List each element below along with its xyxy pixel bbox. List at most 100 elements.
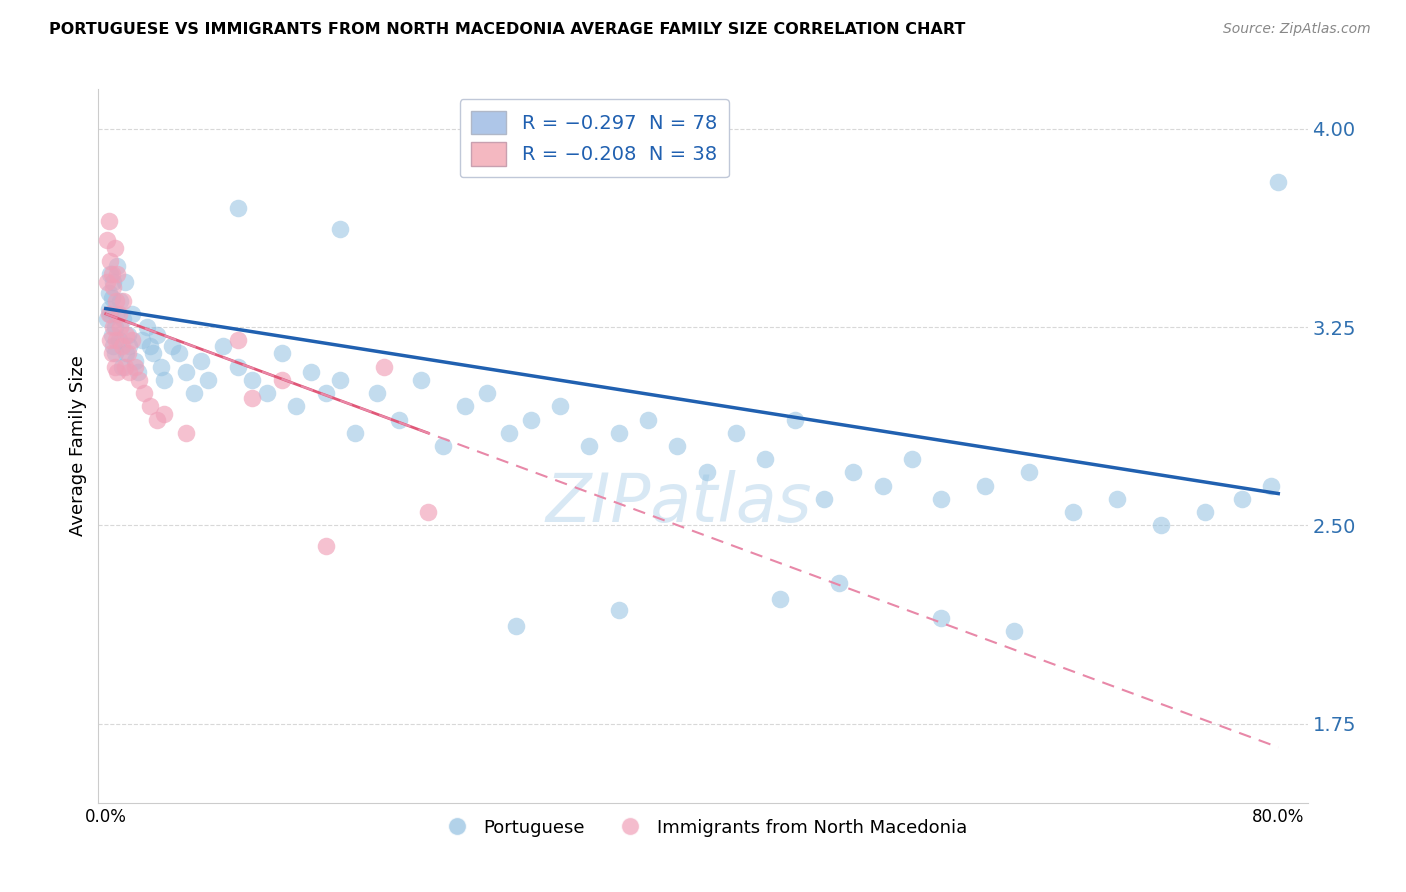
Point xyxy=(121,333,143,347)
Text: PORTUGUESE VS IMMIGRANTS FROM NORTH MACEDONIA AVERAGE FAMILY SIZE CORRELATION CH: PORTUGUESE VS IMMIGRANTS FROM NORTH MACE… xyxy=(49,22,966,37)
Point xyxy=(97,301,120,316)
Point xyxy=(505,618,527,632)
Point xyxy=(813,491,835,506)
Point xyxy=(110,320,132,334)
Point xyxy=(212,338,235,352)
Point xyxy=(97,214,120,228)
Point xyxy=(110,293,132,308)
Point xyxy=(343,425,366,440)
Point xyxy=(197,373,219,387)
Point xyxy=(131,333,153,347)
Point xyxy=(108,307,131,321)
Point xyxy=(112,293,135,308)
Point xyxy=(1018,466,1040,480)
Point xyxy=(115,346,138,360)
Point xyxy=(373,359,395,374)
Point xyxy=(124,359,146,374)
Point xyxy=(299,365,322,379)
Point xyxy=(100,267,122,281)
Point xyxy=(176,365,198,379)
Point xyxy=(100,291,122,305)
Point xyxy=(107,260,129,274)
Point xyxy=(111,359,134,374)
Point xyxy=(117,328,139,343)
Point xyxy=(240,392,263,406)
Point xyxy=(100,346,122,360)
Text: ZIP​atlas: ZIP​atlas xyxy=(546,470,813,536)
Point xyxy=(128,373,150,387)
Point xyxy=(150,359,173,374)
Point xyxy=(108,333,131,347)
Point xyxy=(1260,478,1282,492)
Point xyxy=(548,400,571,414)
Point xyxy=(974,478,997,492)
Point xyxy=(114,359,136,374)
Point xyxy=(315,540,337,554)
Point xyxy=(901,452,924,467)
Point xyxy=(127,365,149,379)
Point xyxy=(388,412,411,426)
Point xyxy=(105,333,128,347)
Point xyxy=(98,267,121,281)
Point xyxy=(121,307,143,321)
Point xyxy=(138,400,160,414)
Point xyxy=(112,312,135,326)
Point xyxy=(696,466,718,480)
Point xyxy=(666,439,689,453)
Point xyxy=(842,466,865,480)
Point xyxy=(329,373,352,387)
Point xyxy=(153,373,176,387)
Point xyxy=(118,365,141,379)
Point xyxy=(827,576,849,591)
Point xyxy=(100,328,122,343)
Point xyxy=(132,386,155,401)
Point xyxy=(111,338,134,352)
Point xyxy=(1194,505,1216,519)
Point xyxy=(115,328,138,343)
Point xyxy=(929,611,952,625)
Point xyxy=(103,359,125,374)
Point xyxy=(872,478,894,492)
Point xyxy=(105,307,128,321)
Point xyxy=(135,320,157,334)
Point xyxy=(637,412,659,426)
Point xyxy=(107,365,129,379)
Point xyxy=(103,346,125,360)
Point xyxy=(929,491,952,506)
Point xyxy=(366,386,388,401)
Point xyxy=(153,407,176,421)
Point xyxy=(97,285,120,300)
Point xyxy=(117,346,139,360)
Point xyxy=(769,592,792,607)
Point xyxy=(118,338,141,352)
Point xyxy=(226,333,249,347)
Point xyxy=(1267,175,1289,189)
Point xyxy=(520,412,543,426)
Point xyxy=(138,338,160,352)
Point xyxy=(105,293,128,308)
Point xyxy=(167,346,190,360)
Point xyxy=(240,373,263,387)
Point xyxy=(146,328,169,343)
Point xyxy=(754,452,776,467)
Point xyxy=(270,346,292,360)
Point xyxy=(190,354,212,368)
Y-axis label: Average Family Size: Average Family Size xyxy=(69,356,87,536)
Point xyxy=(101,338,124,352)
Point xyxy=(1105,491,1128,506)
Point xyxy=(1062,505,1084,519)
Point xyxy=(103,320,125,334)
Point xyxy=(98,333,121,347)
Point xyxy=(475,386,498,401)
Point xyxy=(226,359,249,374)
Point xyxy=(114,275,136,289)
Legend: Portuguese, Immigrants from North Macedonia: Portuguese, Immigrants from North Macedo… xyxy=(432,812,974,844)
Point xyxy=(226,201,249,215)
Point xyxy=(418,505,440,519)
Point xyxy=(124,354,146,368)
Point xyxy=(101,280,124,294)
Point xyxy=(285,400,308,414)
Point xyxy=(329,222,352,236)
Point xyxy=(101,275,124,289)
Point xyxy=(98,254,121,268)
